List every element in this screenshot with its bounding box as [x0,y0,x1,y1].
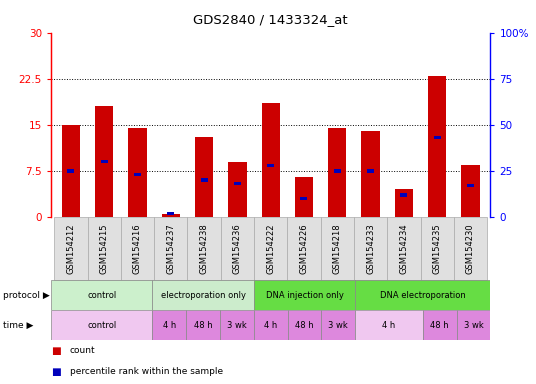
Bar [62,125,80,217]
Bar [423,310,457,340]
Text: GSM154215: GSM154215 [100,223,109,274]
Bar [68,169,75,172]
Text: ■: ■ [51,346,61,356]
Text: DNA electroporation: DNA electroporation [380,291,466,300]
Text: 3 wk: 3 wk [329,321,348,330]
Text: DNA injection only: DNA injection only [265,291,344,300]
Bar [128,128,147,217]
Bar [287,217,321,280]
Bar [461,165,480,217]
Bar [221,217,254,280]
Bar [254,217,287,280]
Text: GSM154238: GSM154238 [199,223,209,274]
Bar [428,76,446,217]
Bar [162,214,180,217]
Bar [322,310,355,340]
Bar [328,128,346,217]
Text: GSM154226: GSM154226 [300,223,309,274]
Text: GSM154236: GSM154236 [233,223,242,274]
Text: GSM154235: GSM154235 [433,223,442,274]
Bar [262,103,280,217]
Bar [200,179,207,182]
Bar [394,189,413,217]
Text: GSM154237: GSM154237 [166,223,175,274]
Bar [186,310,220,340]
Bar [134,173,141,176]
Text: GSM154216: GSM154216 [133,223,142,274]
Bar [354,217,387,280]
Text: ■: ■ [51,367,61,377]
Text: 48 h: 48 h [430,321,449,330]
Text: 48 h: 48 h [193,321,212,330]
Bar [288,310,322,340]
Text: count: count [70,346,95,355]
Bar [51,310,152,340]
Bar [167,212,174,215]
Bar [101,160,108,163]
Text: percentile rank within the sample: percentile rank within the sample [70,367,223,376]
Bar [400,193,407,197]
Bar [387,217,421,280]
Text: GSM154234: GSM154234 [399,223,408,274]
Bar [152,280,254,310]
Text: 4 h: 4 h [382,321,396,330]
Bar [321,217,354,280]
Bar [195,137,213,217]
Bar [361,131,379,217]
Text: GSM154212: GSM154212 [66,223,76,274]
Bar [188,217,221,280]
Bar [301,197,308,200]
Bar [295,177,313,217]
Bar [355,310,423,340]
Bar [95,106,113,217]
Bar [355,280,490,310]
Bar [154,217,188,280]
Bar [267,164,274,167]
Bar [421,217,454,280]
Text: protocol ▶: protocol ▶ [3,291,49,300]
Text: control: control [87,291,116,300]
Bar [54,217,87,280]
Text: GSM154230: GSM154230 [466,223,475,274]
Bar [87,217,121,280]
Text: GSM154233: GSM154233 [366,223,375,274]
Text: 4 h: 4 h [264,321,277,330]
Text: electroporation only: electroporation only [161,291,245,300]
Text: GDS2840 / 1433324_at: GDS2840 / 1433324_at [193,13,348,26]
Bar [457,310,490,340]
Text: time ▶: time ▶ [3,321,33,330]
Bar [121,217,154,280]
Bar [254,280,355,310]
Text: 4 h: 4 h [162,321,176,330]
Text: GSM154222: GSM154222 [266,223,275,274]
Bar [220,310,254,340]
Bar [228,162,247,217]
Text: 3 wk: 3 wk [464,321,483,330]
Bar [467,184,474,187]
Bar [51,280,152,310]
Bar [152,310,186,340]
Text: 48 h: 48 h [295,321,314,330]
Text: 3 wk: 3 wk [227,321,247,330]
Text: control: control [87,321,116,330]
Bar [434,136,441,139]
Text: GSM154218: GSM154218 [333,223,342,274]
Bar [234,182,241,185]
Bar [367,169,374,172]
Bar [334,169,341,172]
Bar [254,310,288,340]
Bar [454,217,487,280]
